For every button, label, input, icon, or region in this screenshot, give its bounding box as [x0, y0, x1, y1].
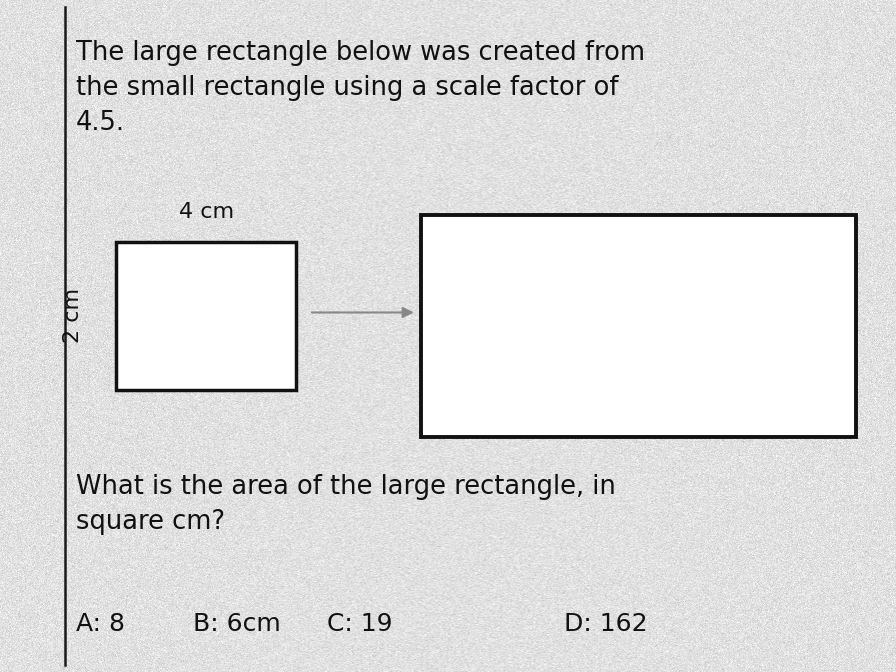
Text: 2 cm: 2 cm	[64, 288, 83, 343]
Bar	[421, 215, 856, 437]
Text: The large rectangle below was created from
the small rectangle using a scale fac: The large rectangle below was created fr…	[76, 40, 645, 136]
Text: C: 19: C: 19	[327, 612, 392, 636]
Text: What is the area of the large rectangle, in
square cm?: What is the area of the large rectangle,…	[76, 474, 616, 535]
Text: B: 6cm: B: 6cm	[193, 612, 280, 636]
Text: D: 162: D: 162	[564, 612, 648, 636]
Text: A: 8: A: 8	[76, 612, 125, 636]
Bar	[116, 242, 296, 390]
Text: 4 cm: 4 cm	[178, 202, 234, 222]
